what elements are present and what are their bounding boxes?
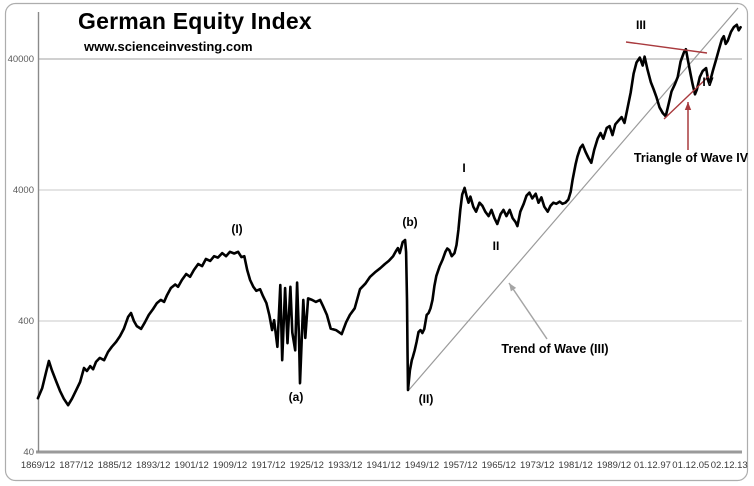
wave-label-b: (b) [402,215,417,229]
x-tick-label: 1965/12 [482,460,516,471]
gray-arrow-head [509,283,517,292]
wave-label-a: (a) [289,390,304,404]
x-tick-label: 1933/12 [328,460,362,471]
y-tick-label: 40000 [8,54,34,65]
x-tick-label: 1901/12 [174,460,208,471]
x-tick-label: 1885/12 [98,460,132,471]
wave-label-i: (I) [231,222,242,236]
wave-label-ii: II [493,239,500,253]
x-tick-label: 1957/12 [443,460,477,471]
y-tick-label: 400 [18,316,34,327]
triangle-upper-line [625,41,708,54]
x-tick-label: 1981/12 [558,460,592,471]
wave-label-iii: III [636,18,646,32]
trend-line [407,7,739,392]
annotation-triangle-label: Triangle of Wave IV [634,151,749,165]
x-tick-label: 1917/12 [251,460,285,471]
x-tick-label: 1877/12 [59,460,93,471]
triangle-lower-line [663,75,710,120]
y-tick-label: 4000 [13,185,34,196]
x-tick-label: 1941/12 [366,460,400,471]
y-tick-label: 40 [23,447,34,458]
x-tick-label: 1973/12 [520,460,554,471]
x-tick-label: 01.12.05 [672,460,709,471]
price-line [36,23,742,407]
annotation-trend-label: Trend of Wave (III) [501,342,608,356]
x-tick-label: 01.12.97 [634,460,671,471]
page-title: German Equity Index [78,8,312,34]
x-tick-label: 1925/12 [290,460,324,471]
x-tick-label: 1949/12 [405,460,439,471]
wave-label-ii: (II) [419,392,434,406]
red-arrow-head [684,102,692,110]
wave-label-iv: IV [702,75,713,89]
x-tick-label: 1869/12 [21,460,55,471]
x-tick-label: 02.12.13 [711,460,748,471]
x-tick-label: 1893/12 [136,460,170,471]
page-subtitle: www.scienceinvesting.com [84,39,253,54]
x-tick-label: 1989/12 [597,460,631,471]
page-frame [4,2,749,482]
gray-arrow [508,282,548,340]
x-tick-label: 1909/12 [213,460,247,471]
wave-label-i: I [462,161,465,175]
